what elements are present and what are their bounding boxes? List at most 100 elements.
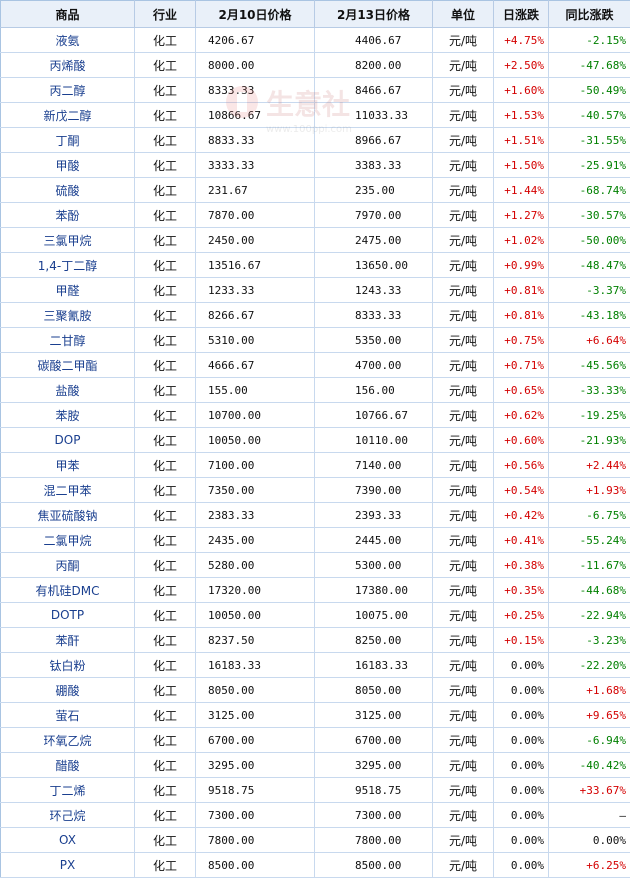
yoy-change-cell: +9.65%: [548, 702, 630, 728]
price-feb13-cell: 17380.00: [314, 577, 433, 603]
table-row: 二氯甲烷 化工 2435.00 2445.00 元/吨 +0.41% -55.24%: [0, 527, 630, 553]
product-cell[interactable]: 甲苯: [0, 452, 135, 478]
yoy-change-cell: -22.94%: [548, 602, 630, 628]
price-feb10-cell: 7800.00: [195, 827, 315, 853]
price-feb13-cell: 10110.00: [314, 427, 433, 453]
product-cell[interactable]: 甲酸: [0, 152, 135, 178]
product-cell[interactable]: OX: [0, 827, 135, 853]
header-price-feb13[interactable]: 2月13日价格: [314, 0, 433, 28]
price-feb13-cell: 2475.00: [314, 227, 433, 253]
unit-cell: 元/吨: [432, 852, 494, 878]
product-cell[interactable]: 甲醛: [0, 277, 135, 303]
product-cell[interactable]: 丙二醇: [0, 77, 135, 103]
daily-change-cell: +0.15%: [493, 627, 549, 653]
product-cell[interactable]: 混二甲苯: [0, 477, 135, 503]
daily-change-cell: +0.60%: [493, 427, 549, 453]
daily-change-cell: +0.42%: [493, 502, 549, 528]
product-cell[interactable]: 三聚氰胺: [0, 302, 135, 328]
product-cell[interactable]: 苯酐: [0, 627, 135, 653]
table-row: 丁二烯 化工 9518.75 9518.75 元/吨 0.00% +33.67%: [0, 777, 630, 803]
price-feb10-cell: 4666.67: [195, 352, 315, 378]
product-cell[interactable]: PX: [0, 852, 135, 878]
unit-cell: 元/吨: [432, 152, 494, 178]
product-cell[interactable]: 有机硅DMC: [0, 577, 135, 603]
product-cell[interactable]: 二氯甲烷: [0, 527, 135, 553]
product-cell[interactable]: 环氧乙烷: [0, 727, 135, 753]
price-feb10-cell: 8000.00: [195, 52, 315, 78]
industry-cell: 化工: [134, 227, 196, 253]
daily-change-cell: +0.25%: [493, 602, 549, 628]
table-row: 萤石 化工 3125.00 3125.00 元/吨 0.00% +9.65%: [0, 702, 630, 728]
header-yoy-change[interactable]: 同比涨跌: [548, 0, 630, 28]
header-price-feb10[interactable]: 2月10日价格: [195, 0, 315, 28]
product-cell[interactable]: 焦亚硫酸钠: [0, 502, 135, 528]
yoy-change-cell: +1.93%: [548, 477, 630, 503]
unit-cell: 元/吨: [432, 727, 494, 753]
header-unit[interactable]: 单位: [432, 0, 494, 28]
table-header-row: 商品 行业 2月10日价格 2月13日价格 单位 日涨跌 同比涨跌: [0, 0, 630, 28]
product-cell[interactable]: 1,4-丁二醇: [0, 252, 135, 278]
yoy-change-cell: -40.42%: [548, 752, 630, 778]
product-cell[interactable]: 醋酸: [0, 752, 135, 778]
daily-change-cell: +1.51%: [493, 127, 549, 153]
industry-cell: 化工: [134, 202, 196, 228]
product-cell[interactable]: 硫酸: [0, 177, 135, 203]
product-cell[interactable]: 丙酮: [0, 552, 135, 578]
table-row: 新戊二醇 化工 10866.67 11033.33 元/吨 +1.53% -40.57%: [0, 102, 630, 128]
product-cell[interactable]: 丁酮: [0, 127, 135, 153]
product-cell[interactable]: 液氨: [0, 27, 135, 53]
header-daily-change[interactable]: 日涨跌: [493, 0, 549, 28]
product-cell[interactable]: DOP: [0, 427, 135, 453]
industry-cell: 化工: [134, 602, 196, 628]
product-cell[interactable]: 新戊二醇: [0, 102, 135, 128]
unit-cell: 元/吨: [432, 777, 494, 803]
table-row: 硼酸 化工 8050.00 8050.00 元/吨 0.00% +1.68%: [0, 677, 630, 703]
unit-cell: 元/吨: [432, 627, 494, 653]
unit-cell: 元/吨: [432, 302, 494, 328]
industry-cell: 化工: [134, 852, 196, 878]
yoy-change-cell: -55.24%: [548, 527, 630, 553]
product-cell[interactable]: 硼酸: [0, 677, 135, 703]
product-cell[interactable]: 环己烷: [0, 802, 135, 828]
daily-change-cell: +1.50%: [493, 152, 549, 178]
product-cell[interactable]: 碳酸二甲酯: [0, 352, 135, 378]
unit-cell: 元/吨: [432, 77, 494, 103]
yoy-change-cell: -44.68%: [548, 577, 630, 603]
price-feb13-cell: 7140.00: [314, 452, 433, 478]
price-feb10-cell: 8500.00: [195, 852, 315, 878]
daily-change-cell: 0.00%: [493, 802, 549, 828]
product-cell[interactable]: 钛白粉: [0, 652, 135, 678]
table-row: 有机硅DMC 化工 17320.00 17380.00 元/吨 +0.35% -44.68%: [0, 577, 630, 603]
product-cell[interactable]: DOTP: [0, 602, 135, 628]
price-feb13-cell: 8050.00: [314, 677, 433, 703]
price-feb10-cell: 7350.00: [195, 477, 315, 503]
product-cell[interactable]: 苯胺: [0, 402, 135, 428]
price-feb10-cell: 2383.33: [195, 502, 315, 528]
price-feb13-cell: 3125.00: [314, 702, 433, 728]
product-cell[interactable]: 苯酚: [0, 202, 135, 228]
product-cell[interactable]: 丁二烯: [0, 777, 135, 803]
daily-change-cell: 0.00%: [493, 777, 549, 803]
product-cell[interactable]: 二甘醇: [0, 327, 135, 353]
product-cell[interactable]: 萤石: [0, 702, 135, 728]
price-feb10-cell: 1233.33: [195, 277, 315, 303]
unit-cell: 元/吨: [432, 752, 494, 778]
table-row: 混二甲苯 化工 7350.00 7390.00 元/吨 +0.54% +1.93%: [0, 477, 630, 503]
daily-change-cell: +0.65%: [493, 377, 549, 403]
product-cell[interactable]: 丙烯酸: [0, 52, 135, 78]
industry-cell: 化工: [134, 252, 196, 278]
industry-cell: 化工: [134, 27, 196, 53]
daily-change-cell: 0.00%: [493, 827, 549, 853]
table-row: 甲酸 化工 3333.33 3383.33 元/吨 +1.50% -25.91%: [0, 152, 630, 178]
price-feb13-cell: 156.00: [314, 377, 433, 403]
product-cell[interactable]: 三氯甲烷: [0, 227, 135, 253]
product-cell[interactable]: 盐酸: [0, 377, 135, 403]
daily-change-cell: +2.50%: [493, 52, 549, 78]
table-row: DOP 化工 10050.00 10110.00 元/吨 +0.60% -21.93%: [0, 427, 630, 453]
unit-cell: 元/吨: [432, 252, 494, 278]
table-row: 钛白粉 化工 16183.33 16183.33 元/吨 0.00% -22.20%: [0, 652, 630, 678]
header-industry[interactable]: 行业: [134, 0, 196, 28]
table-row: 丁酮 化工 8833.33 8966.67 元/吨 +1.51% -31.55%: [0, 127, 630, 153]
industry-cell: 化工: [134, 552, 196, 578]
header-product[interactable]: 商品: [0, 0, 135, 28]
